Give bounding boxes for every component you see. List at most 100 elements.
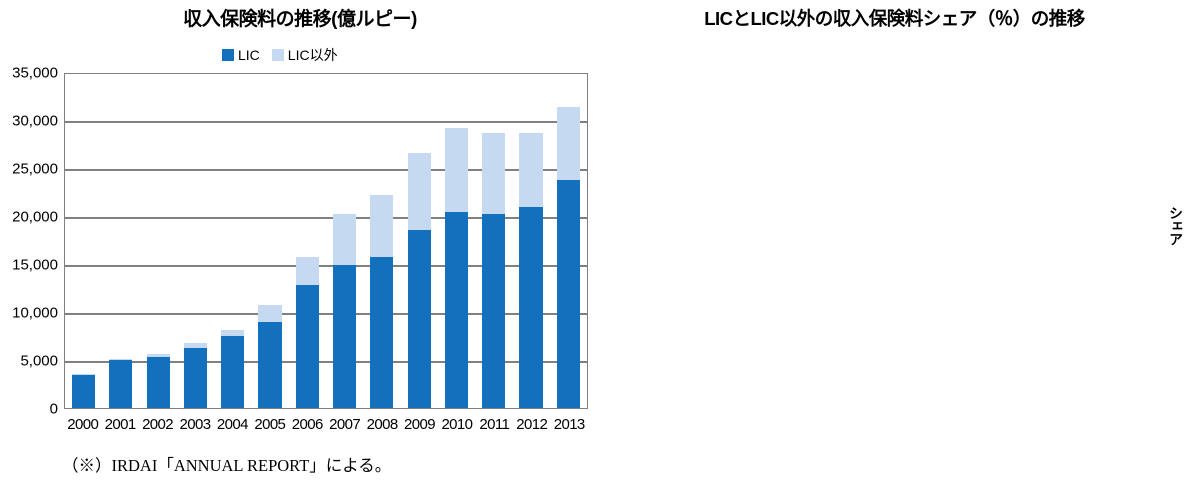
y-tick-label: 30,000 (12, 112, 58, 130)
bar-stack[interactable] (72, 74, 96, 408)
bar-column (326, 74, 363, 408)
bar-segment-lic (109, 360, 133, 408)
x-tick-label: 2010 (441, 416, 473, 433)
bar-segment-other (109, 359, 133, 361)
y-tick-label: 20,000 (12, 208, 58, 226)
bar-column (251, 74, 288, 408)
x-tick-label: 2006 (291, 416, 324, 433)
x-tick-label: 2007 (329, 416, 361, 433)
left-plot-area (64, 73, 588, 409)
left-x-axis-ticks: 2000 2001 2002 2003 2004 2005 2006 2007 2008 2009… (64, 416, 588, 433)
bar-segment-lic (370, 257, 394, 408)
legend-label-other: LIC以外 (287, 47, 338, 63)
gridline (65, 361, 587, 363)
gridline (65, 169, 587, 171)
bar-stack[interactable] (482, 74, 506, 408)
left-chart-title: 収入保険料の推移(億ルピー) (183, 9, 417, 30)
bar-segment-lic (295, 285, 319, 408)
left-chart-legend: LIC LIC以外 (222, 45, 338, 65)
bar-column (550, 74, 587, 408)
x-tick-label: 2001 (104, 416, 137, 433)
bar-segment-lic (146, 356, 170, 408)
bar-series-container (65, 74, 587, 408)
legend-label-lic: LIC (238, 47, 260, 63)
left-footnote: （※）IRDAI「ANNUAL REPORT」による。 (62, 456, 392, 475)
gridline (65, 265, 587, 267)
bar-segment-lic (556, 180, 580, 408)
x-tick-label: 2000 (67, 416, 99, 433)
bar-stack[interactable] (109, 74, 133, 408)
bar-segment-other (519, 132, 543, 208)
right-y-axis-title: シェア (1168, 206, 1184, 245)
bar-column (289, 74, 326, 408)
bar-stack[interactable] (407, 74, 431, 408)
x-tick-label: 2008 (366, 416, 399, 433)
bar-segment-lic (333, 264, 357, 408)
right-chart-panel: LICとLIC以外の収入保険料シェア（％）の推移 LIC LIC以外 01020… (600, 0, 1189, 489)
bar-stack[interactable] (333, 74, 357, 408)
gridline (65, 313, 587, 315)
gridline (65, 217, 587, 219)
y-tick-label: 25,000 (12, 160, 58, 178)
bar-segment-other (183, 343, 208, 348)
x-tick-label: 2005 (254, 416, 286, 433)
legend-item-other: LIC以外 (271, 45, 338, 65)
legend-swatch-lic (222, 49, 234, 61)
x-tick-label: 2003 (179, 416, 211, 433)
bar-segment-lic (258, 321, 282, 408)
bar-stack[interactable] (519, 74, 543, 408)
bar-segment-lic (221, 335, 245, 408)
bar-column (214, 74, 251, 408)
bar-column (438, 74, 475, 408)
bar-column (363, 74, 400, 408)
bar-stack[interactable] (556, 74, 580, 408)
y-tick-label: 0 (49, 400, 58, 418)
gridline (65, 121, 587, 123)
bar-stack[interactable] (183, 74, 208, 408)
bar-column (140, 74, 177, 408)
bar-column (102, 74, 139, 408)
bar-segment-other (72, 374, 96, 375)
bar-segment-other (258, 305, 282, 322)
legend-swatch-other (271, 49, 284, 61)
bar-stack[interactable] (370, 74, 394, 408)
bar-segment-lic (519, 207, 543, 408)
bar-segment-other (295, 257, 319, 286)
bar-stack[interactable] (444, 74, 468, 408)
x-tick-label: 2013 (553, 416, 586, 433)
bar-segment-other (370, 194, 394, 258)
bar-column (177, 74, 214, 408)
x-tick-label: 2011 (479, 416, 510, 433)
x-tick-label: 2004 (216, 416, 249, 433)
bar-segment-other (482, 132, 506, 215)
bar-segment-lic (444, 212, 468, 408)
x-tick-label: 2002 (142, 416, 174, 433)
bar-stack[interactable] (146, 74, 170, 408)
bar-column (65, 74, 102, 408)
bar-segment-lic (72, 374, 96, 408)
bar-column (475, 74, 512, 408)
y-tick-label: 15,000 (12, 256, 58, 274)
bar-segment-lic (183, 348, 208, 408)
bar-segment-other (146, 354, 170, 357)
bar-segment-other (333, 214, 357, 265)
bar-column (512, 74, 549, 408)
right-chart-title: LICとLIC以外の収入保険料シェア（％）の推移 (704, 8, 1085, 29)
bar-segment-lic (407, 230, 431, 408)
y-tick-label: 10,000 (12, 304, 58, 322)
x-tick-label: 2012 (516, 416, 548, 433)
legend-item-lic: LIC (222, 47, 260, 63)
bar-segment-other (221, 329, 245, 336)
x-tick-label: 2009 (404, 416, 436, 433)
bar-column (401, 74, 438, 408)
bar-segment-lic (482, 214, 506, 408)
bar-segment-other (407, 152, 431, 231)
bar-stack[interactable] (295, 74, 319, 408)
bar-segment-other (556, 106, 580, 181)
bar-stack[interactable] (258, 74, 282, 408)
left-chart-panel: 収入保険料の推移(億ルピー) LIC LIC以外 0 5,000 10,000 15,… (12, 9, 588, 475)
bar-segment-other (444, 127, 468, 213)
y-tick-label: 35,000 (12, 64, 58, 82)
bar-stack[interactable] (221, 74, 245, 408)
